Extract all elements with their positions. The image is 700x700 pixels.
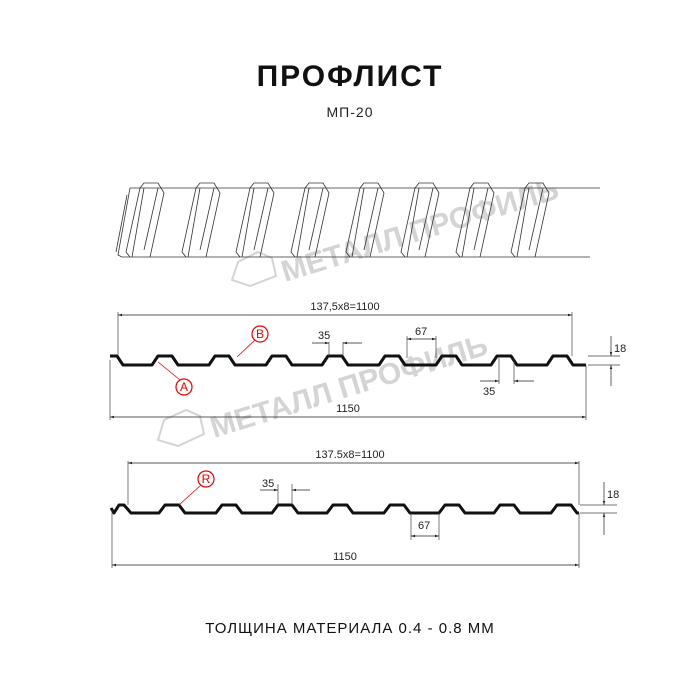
svg-text:МЕТАЛЛ ПРОФИЛЬ: МЕТАЛЛ ПРОФИЛЬ [277,173,562,289]
marker-a [175,378,193,396]
dim-height-2: 18 [607,489,619,501]
profile-2-section [109,503,579,515]
marker-b-label: B [256,327,264,341]
profile-2: 137.5x8=1100 1150 35 67 18 R [109,449,619,568]
material-thickness: ТОЛЩИНА МАТЕРИАЛА 0.4 - 0.8 ММ [205,620,495,637]
watermark-1: МЕТАЛЛ ПРОФИЛЬ [230,173,563,289]
dim-rib-gap-2: 67 [418,520,430,532]
watermark-2: МЕТАЛЛ ПРОФИЛЬ [156,329,492,448]
dim-pitch-1: 137,5x8=1100 [310,301,379,313]
dim-pitch-2: 137.5x8=1100 [315,449,384,461]
marker-r-label: R [202,472,211,486]
page-title: ПРОФЛИСТ [256,60,444,93]
profile-1-section [110,354,586,367]
dim-total-1: 1150 [336,403,360,415]
dim-height-1: 18 [614,343,626,355]
marker-b [251,325,269,343]
profile-1: 137,5x8=1100 1150 35 67 35 18 B A [109,301,626,420]
dim-top-width-2: 35 [262,478,274,490]
profile-model: МП-20 [326,104,374,120]
dim-top-width-1: 35 [318,330,330,342]
dim-bottom-width-1: 35 [483,386,495,398]
dim-total-2: 1150 [333,551,357,563]
sheet-perspective-drawing [115,182,600,258]
dim-rib-gap-1: 67 [415,326,427,338]
svg-text:МЕТАЛЛ ПРОФИЛЬ: МЕТАЛЛ ПРОФИЛЬ [206,329,491,445]
marker-r [197,470,215,488]
marker-a-label: A [180,380,188,394]
